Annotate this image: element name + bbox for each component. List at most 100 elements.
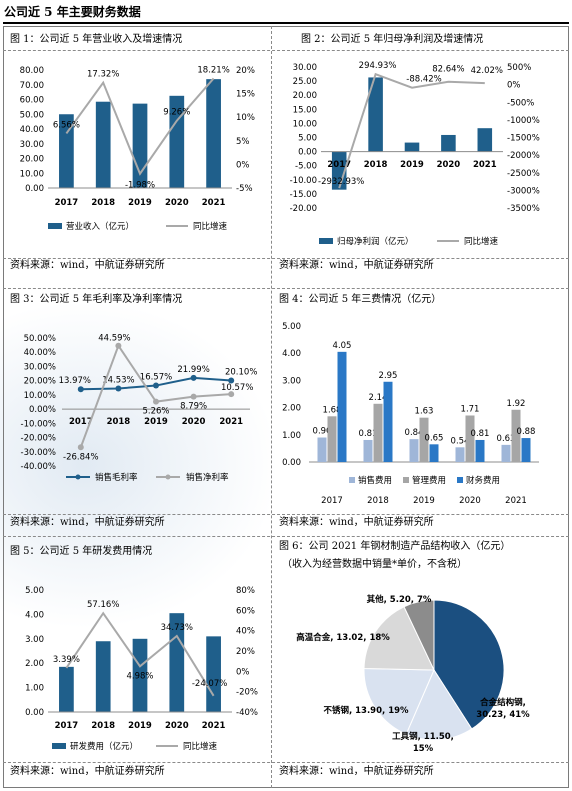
fig4-y-tick-label: 4.00 <box>282 349 301 359</box>
row-divider <box>3 50 569 51</box>
fig2-bar <box>477 128 493 152</box>
fig4-bar <box>501 444 511 462</box>
fig3-series-line <box>79 343 232 448</box>
fig5-growth-line <box>65 611 215 697</box>
fig3-category-label: 2017 <box>69 417 93 427</box>
fig4-data-label: 0.88 <box>517 427 536 437</box>
fig4-data-label: 1.71 <box>461 404 480 414</box>
fig4-data-label: 0.81 <box>471 429 490 439</box>
fig2-legend-line-label: 同比增速 <box>464 236 499 247</box>
fig2-bar <box>368 77 383 152</box>
fig4-category-label: 2019 <box>413 496 435 506</box>
fig6-slice-label: 15% <box>413 744 434 754</box>
fig1-y-tick-label: 80.00 <box>20 66 44 76</box>
fig2-growth-label: 294.93% <box>359 61 397 71</box>
fig6-pie-slice <box>403 599 435 671</box>
fig5-legend-bar-label: 研发费用（亿元） <box>70 741 138 752</box>
fig5-y2-tick-label: 80% <box>236 586 255 596</box>
fig2-y2-tick-label: -3500% <box>507 204 540 214</box>
fig2-y2-tick-label: -2500% <box>507 169 540 179</box>
page-title: 公司近 5 年主要财务数据 <box>4 5 141 19</box>
row-divider <box>3 514 569 515</box>
fig2-y-tick-label: 20.00 <box>293 91 317 101</box>
fig4-category-label: 2018 <box>367 496 389 506</box>
fig3-category-label: 2019 <box>144 417 168 427</box>
fig5-growth-label: 57.16% <box>87 600 119 610</box>
fig4-data-label: 0.84 <box>405 428 424 438</box>
fig5-y2-tick-label: -20% <box>236 688 258 698</box>
fig4-bar <box>429 444 439 462</box>
fig2-legend-bar-swatch <box>319 238 333 244</box>
fig4-data-label: 4.05 <box>333 341 352 351</box>
fig6-pie-slice <box>363 668 435 735</box>
fig3-series-marker <box>115 342 122 349</box>
fig4-bar <box>409 439 419 462</box>
fig4-y-tick-label: 0.00 <box>282 458 301 468</box>
fig4-bar <box>337 351 347 462</box>
fig5-y2-tick-label: 20% <box>236 647 255 657</box>
fig3-data-label: 14.53% <box>102 375 134 385</box>
fig5-bar <box>206 636 221 712</box>
fig6-slice-label: 30.23, 41% <box>476 710 530 720</box>
fig4-bar <box>475 439 485 462</box>
fig2-y-tick-label: 15.00 <box>293 105 317 115</box>
fig5-growth-label: 34.73% <box>161 623 193 633</box>
fig3-data-label: 44.59% <box>98 334 130 344</box>
fig2-caption: 图 2：公司近 5 年归母净利润及增速情况 <box>301 34 484 45</box>
fig6-pie-slice <box>363 606 435 671</box>
fig3-series-marker <box>115 385 122 392</box>
fig1-y2-tick-label: -5% <box>236 184 253 194</box>
fig3-data-label: 20.10% <box>225 368 257 378</box>
fig3-series-marker <box>228 377 235 384</box>
fig3-legend-a-marker <box>75 474 81 480</box>
fig5-bar <box>132 638 148 712</box>
fig4-legend-label: 财务费用 <box>466 475 500 486</box>
fig1-y-tick-label: 10.00 <box>20 169 44 179</box>
fig3-data-label: 10.57% <box>221 383 253 393</box>
fig5-growth-label: 3.39% <box>53 655 80 665</box>
fig4-y-tick-label: 2.00 <box>282 404 301 414</box>
fig3-chart: -40.00% -30.00% -20.00% -10.00% 0.00% 10.00% 2… <box>21 334 258 483</box>
fig5-y-tick-label: 1.00 <box>25 684 44 694</box>
fig1-growth-label: 9.26% <box>163 108 190 118</box>
fig4-data-label: 0.90 <box>313 427 332 437</box>
fig5-category-label: 2018 <box>91 721 115 731</box>
fig2-category-label: 2019 <box>400 160 424 170</box>
fig4-bar <box>373 403 383 462</box>
fig3-series-marker <box>77 386 84 393</box>
figure-grid-frame <box>3 26 569 788</box>
fig4-bar <box>511 409 521 462</box>
fig3-y-tick-label: 0.00% <box>29 405 56 415</box>
fig6-slice-label: 工具钢, 11.50, <box>392 731 454 742</box>
fig2-bar <box>331 151 347 190</box>
fig1-growth-label: 17.32% <box>87 70 119 80</box>
fig2-y2-tick-label: -500% <box>507 98 534 108</box>
fig5-y-tick-label: 2.00 <box>25 659 44 669</box>
fig2-y-tick-label: 25.00 <box>293 77 317 87</box>
title-rule <box>3 22 569 24</box>
fig3-data-label: -26.84% <box>63 452 98 462</box>
fig3-data-label: 5.26% <box>142 407 169 417</box>
fig1-y-tick-label: 50.00 <box>20 110 44 120</box>
fig5-y-tick-label: 0.00 <box>25 708 44 718</box>
fig1-y2-tick-label: 20% <box>236 66 255 76</box>
fig1-growth-label: -1.98% <box>125 181 155 191</box>
fig1-growth-label: 6.56% <box>53 120 80 130</box>
background-watermark <box>0 300 280 630</box>
fig5-chart: 0.00 1.00 2.00 3.00 4.00 5.00 -40% -20% 0% 20% 40%… <box>25 586 258 752</box>
fig4-legend-swatch <box>349 477 355 483</box>
fig1-legend-bar-label: 营业收入（亿元） <box>66 221 134 232</box>
fig4-category-label: 2021 <box>505 496 527 506</box>
fig3-data-label: 16.57% <box>140 373 172 383</box>
fig4-bar <box>383 381 393 462</box>
fig4-data-label: 1.92 <box>507 399 526 409</box>
fig3-y-tick-label: -30.00% <box>21 448 56 458</box>
fig3-series-marker <box>190 393 197 400</box>
fig3-y-tick-label: -20.00% <box>21 434 56 444</box>
fig4-caption: 图 4：公司近 5 年三费情况（亿元） <box>279 294 442 305</box>
fig3-data-label: 8.79% <box>180 402 207 412</box>
fig4-bar <box>419 417 429 462</box>
fig5-y2-tick-label: -40% <box>236 708 258 718</box>
fig2-growth-line <box>338 72 485 189</box>
fig1-y-tick-label: 40.00 <box>20 125 44 135</box>
